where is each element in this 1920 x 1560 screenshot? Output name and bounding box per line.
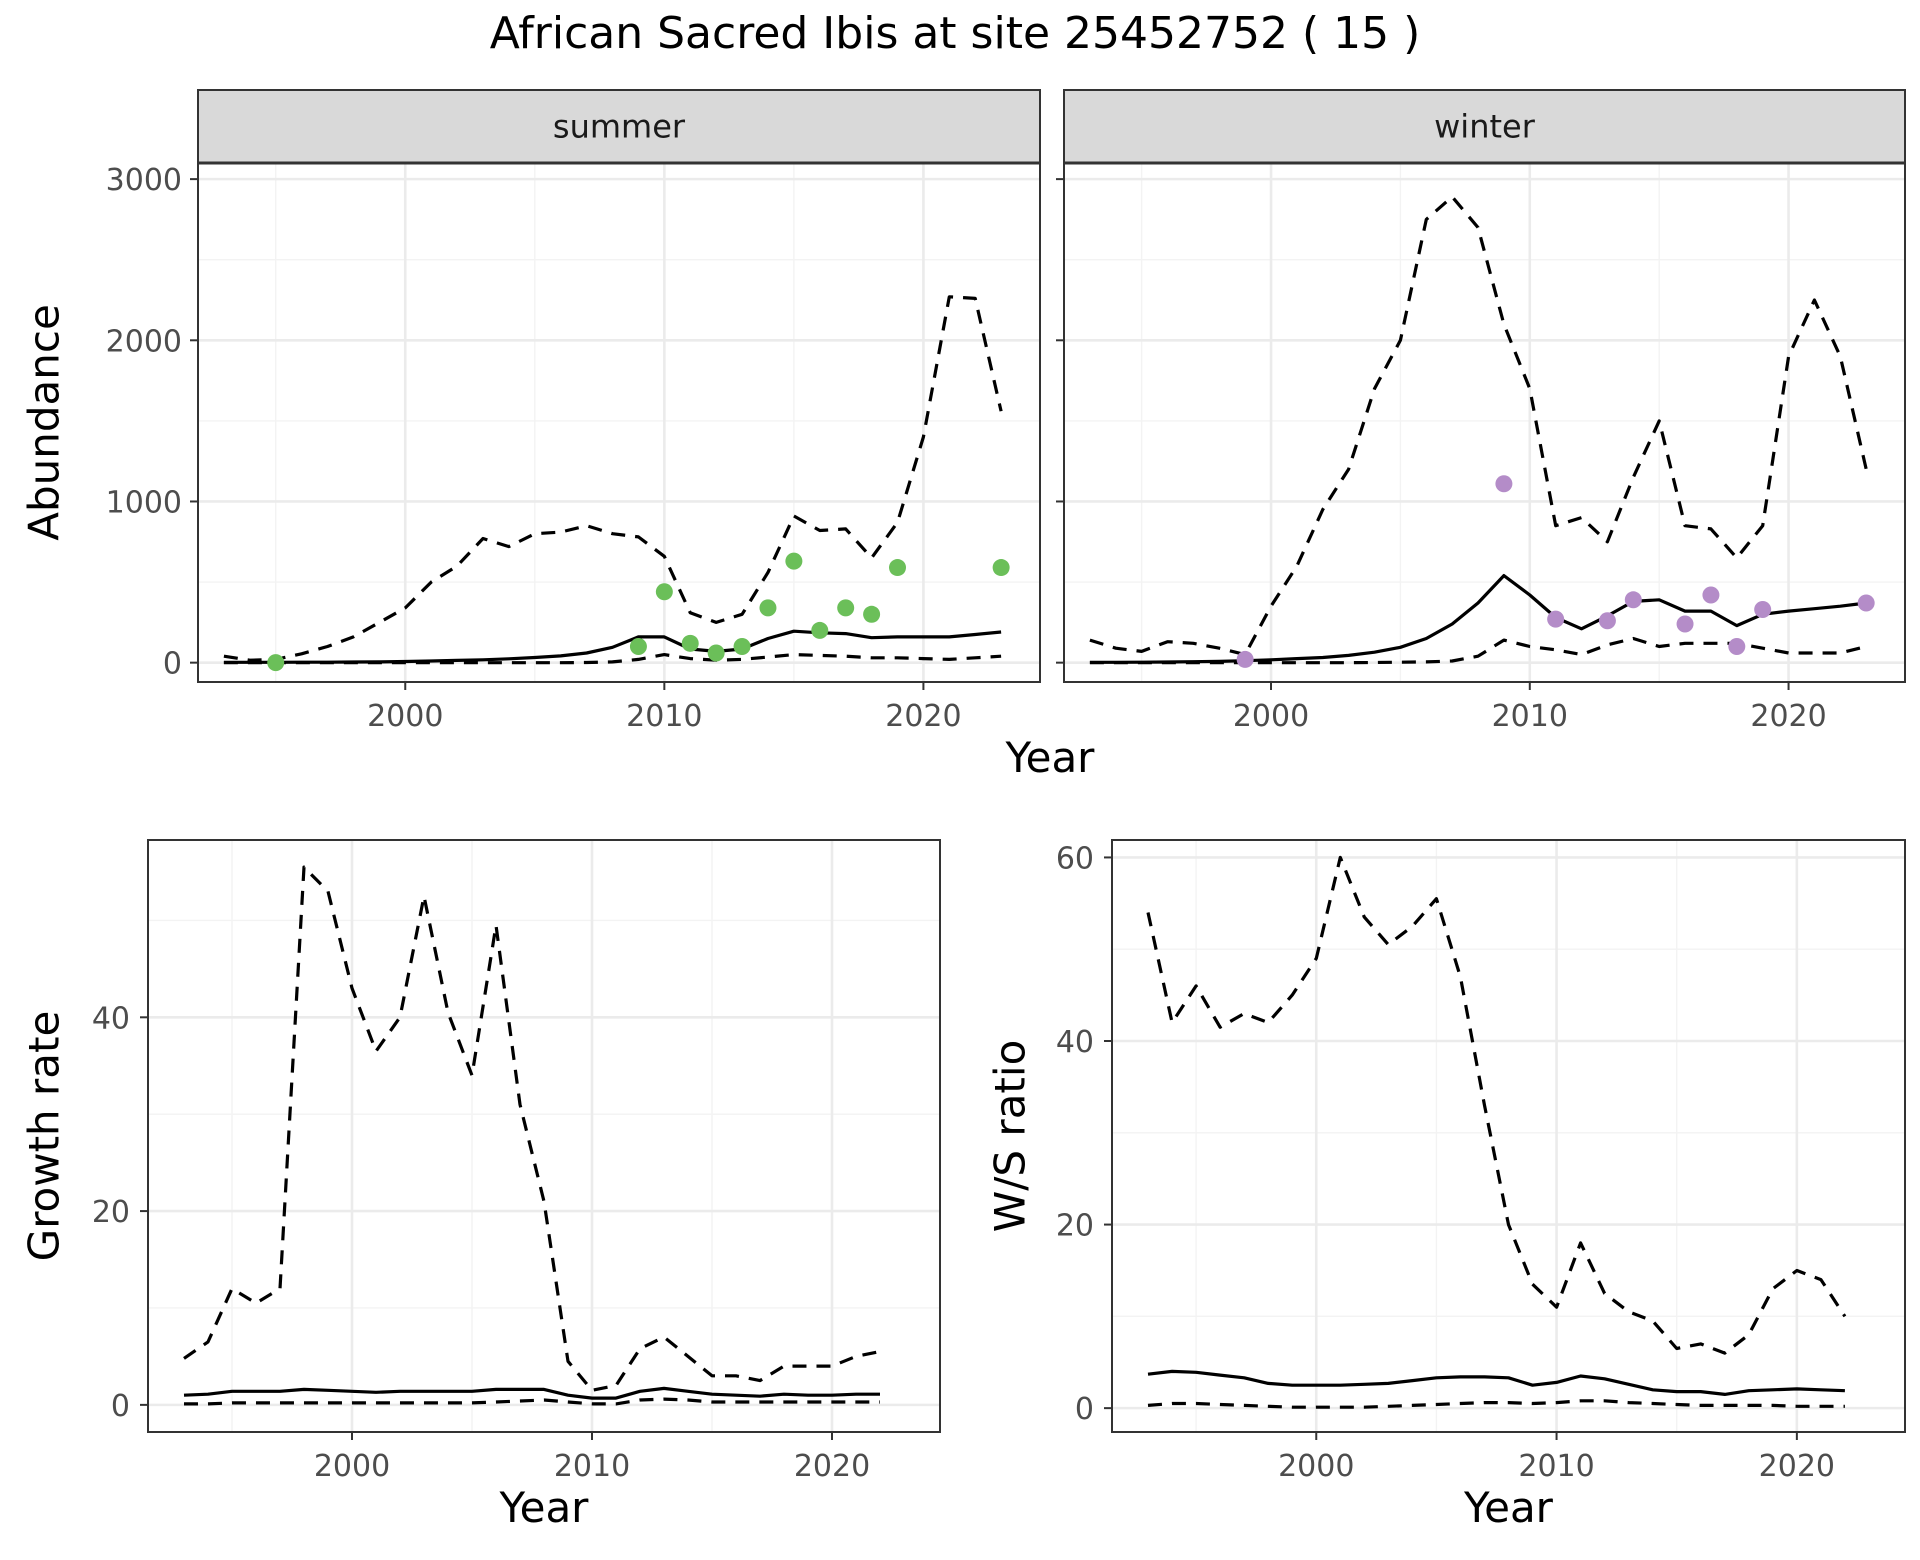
x-tick-label: 2010 bbox=[1518, 1449, 1594, 1484]
panel-border bbox=[1111, 839, 1906, 1433]
y-axis-title: Growth rate bbox=[20, 1011, 69, 1262]
y-tick-label: 3000 bbox=[106, 163, 182, 198]
chart-title: African Sacred Ibis at site 25452752 ( 1… bbox=[490, 8, 1421, 59]
summer-data-point bbox=[759, 599, 777, 617]
winter-data-point bbox=[1624, 591, 1642, 609]
y-tick-label: 0 bbox=[111, 1389, 130, 1424]
summer-data-point bbox=[837, 599, 855, 617]
summer-data-point bbox=[785, 552, 803, 570]
winter-data-point bbox=[1754, 600, 1772, 618]
y-axis-title: Abundance bbox=[20, 304, 69, 541]
panel-border bbox=[147, 839, 941, 1433]
winter-data-point bbox=[1547, 610, 1565, 628]
x-tick-label: 2000 bbox=[314, 1449, 390, 1484]
summer-data-point bbox=[707, 644, 725, 662]
panel-winter: winter 2000 2010 2020 bbox=[1056, 89, 1906, 734]
x-axis-title: Year bbox=[1463, 1483, 1554, 1532]
x-tick-label: 2020 bbox=[1759, 1449, 1835, 1484]
winter-data-point bbox=[1728, 638, 1746, 656]
panel-summer: summer 2000 2010 2020 0 1000 2000 3000 Abundance bbox=[20, 89, 1041, 734]
y-tick-label: 1000 bbox=[106, 485, 182, 520]
winter-data-point bbox=[1236, 650, 1254, 668]
winter-data-point bbox=[1857, 594, 1875, 612]
panel-ratio: 2000 2010 2020 0 20 40 60 W/S ratio Year bbox=[986, 839, 1906, 1532]
growth-series-0-line bbox=[183, 1386, 880, 1400]
ratio-series-2-line bbox=[1147, 1399, 1845, 1409]
x-tick-label: 2020 bbox=[885, 699, 961, 734]
y-tick-label: 20 bbox=[1056, 1209, 1094, 1244]
panel-border bbox=[1063, 162, 1906, 683]
growth-series-1-line bbox=[183, 865, 881, 1392]
summer-data-point bbox=[733, 638, 751, 656]
ratio-series-0-line bbox=[1147, 1369, 1845, 1396]
x-tick-label: 2000 bbox=[1233, 699, 1309, 734]
y-tick-label: 40 bbox=[92, 1001, 130, 1036]
y-tick-label: 2000 bbox=[106, 324, 182, 359]
winter-data-point bbox=[1676, 615, 1694, 633]
y-tick-label: 0 bbox=[163, 647, 182, 682]
strip-summer bbox=[197, 89, 1041, 164]
summer-series-1-line bbox=[223, 295, 1003, 662]
summer-data-point bbox=[811, 621, 829, 639]
y-axis-title: W/S ratio bbox=[986, 1040, 1035, 1233]
summer-data-point bbox=[681, 634, 699, 652]
growth-series-2-line bbox=[184, 1397, 880, 1406]
x-tick-label: 2010 bbox=[626, 699, 702, 734]
ratio-series-1-line bbox=[1146, 855, 1847, 1355]
winter-series-2-line bbox=[1089, 636, 1867, 665]
y-tick-label: 60 bbox=[1056, 841, 1094, 876]
summer-series-2-line bbox=[223, 653, 1002, 665]
summer-data-point bbox=[863, 605, 881, 623]
summer-data-point bbox=[629, 638, 647, 656]
strip-winter bbox=[1063, 89, 1906, 164]
x-tick-label: 2000 bbox=[1278, 1449, 1354, 1484]
summer-data-point bbox=[655, 583, 673, 601]
panel-growth: 2000 2010 2020 0 20 40 Growth rate Year bbox=[20, 839, 941, 1532]
winter-data-point bbox=[1598, 612, 1616, 630]
winter-data-point bbox=[1702, 586, 1720, 604]
winter-series-0-line bbox=[1089, 574, 1867, 664]
x-tick-label: 2020 bbox=[794, 1449, 870, 1484]
y-tick-label: 40 bbox=[1056, 1025, 1094, 1060]
x-tick-label: 2000 bbox=[367, 699, 443, 734]
x-axis-title-top: Year bbox=[1005, 733, 1096, 782]
x-tick-label: 2020 bbox=[1750, 699, 1826, 734]
x-tick-label: 2010 bbox=[1492, 699, 1568, 734]
x-axis-title: Year bbox=[499, 1483, 590, 1532]
strip-label-summer: summer bbox=[553, 108, 686, 146]
summer-data-point bbox=[267, 654, 285, 672]
y-tick-label: 0 bbox=[1075, 1392, 1094, 1427]
summer-data-point bbox=[992, 559, 1010, 577]
summer-data-point bbox=[889, 559, 907, 577]
x-tick-label: 2010 bbox=[554, 1449, 630, 1484]
winter-series-1-line bbox=[1089, 195, 1868, 657]
winter-data-point bbox=[1495, 475, 1513, 493]
panel-border bbox=[197, 162, 1041, 683]
strip-label-winter: winter bbox=[1434, 108, 1536, 146]
y-tick-label: 20 bbox=[92, 1195, 130, 1230]
